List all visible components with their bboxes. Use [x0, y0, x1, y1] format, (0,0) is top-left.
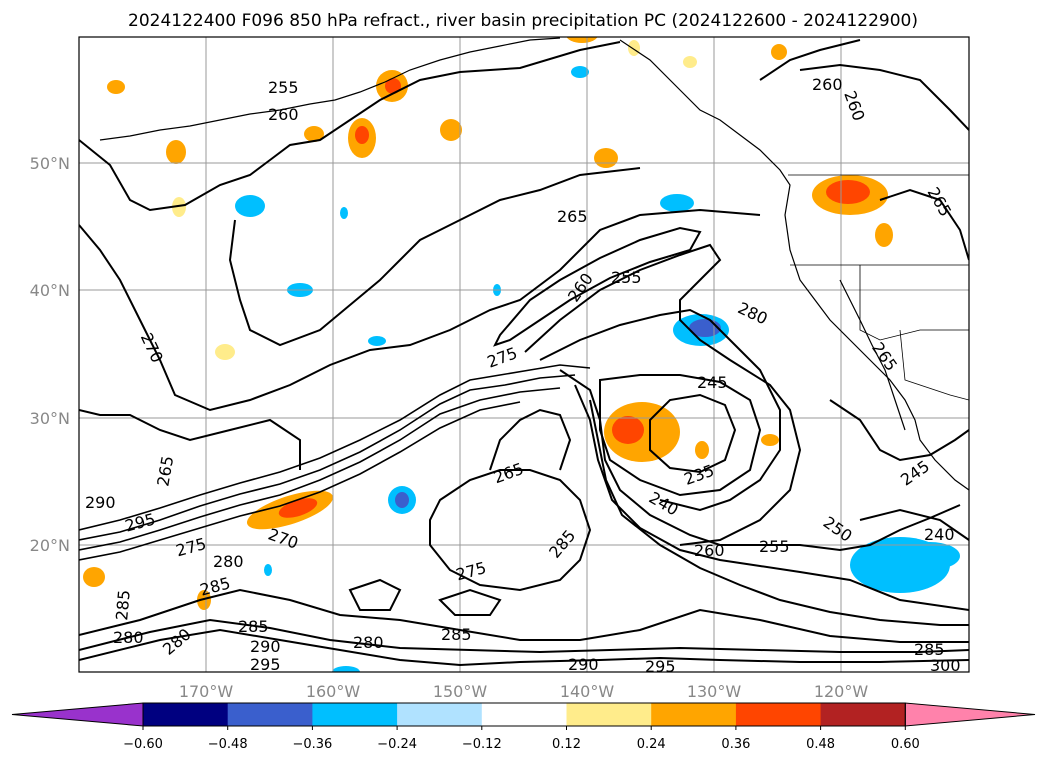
colorbar-segment	[904, 702, 1036, 727]
map-frame	[78, 36, 970, 673]
longitude-labels: 170°W 160°W 150°W 140°W 130°W 120°W	[179, 682, 869, 701]
lon-label: 170°W	[179, 682, 234, 701]
coastlines	[99, 37, 969, 491]
colorbar-tick-label: 0.12	[552, 737, 581, 752]
colorbar-tick-label: −0.24	[377, 737, 417, 752]
contour-label: 260	[812, 75, 843, 94]
contour-label: 245	[697, 373, 728, 392]
contour-label: 300	[930, 656, 961, 675]
colorbar-frame	[142, 702, 906, 727]
colorbar-segment	[566, 703, 652, 726]
contour-label: 285	[914, 640, 945, 659]
contour-label: 255	[268, 78, 299, 97]
figure-title: 2024122400 F096 850 hPa refract., river …	[128, 11, 918, 31]
lat-label: 30°N	[30, 409, 70, 428]
colorbar-tick-label: −0.12	[462, 737, 502, 752]
colorbar-segment	[735, 703, 822, 726]
colorbar-segment	[397, 703, 483, 726]
map-area: 255 260 260 260 265 265 270 260 255 280 …	[79, 37, 969, 676]
lon-label: 140°W	[560, 682, 615, 701]
colorbar-tick-label: −0.36	[292, 737, 332, 752]
contour-label: 285	[441, 625, 472, 644]
colorbar-tick-label: 0.60	[891, 737, 920, 752]
lat-label: 40°N	[30, 281, 70, 300]
colorbar-segment	[312, 703, 398, 726]
contour-label: 285	[112, 589, 134, 621]
contour-label: 240	[924, 525, 955, 544]
contour-label: 255	[759, 537, 790, 556]
colorbar-segment	[651, 703, 737, 726]
contour-label: 290	[85, 493, 116, 512]
colorbar-segment	[11, 702, 144, 727]
colorbar-tick-label: 0.48	[806, 737, 835, 752]
colorbar: −0.60 −0.48 −0.36 −0.24 −0.12 0.12 0.24 0.36 0.4…	[11, 702, 1036, 752]
borders	[788, 174, 969, 401]
colorbar-tick-label: −0.48	[208, 737, 248, 752]
contour-label: 260	[694, 541, 725, 560]
contour-label: 295	[645, 657, 676, 676]
colorbar-segment	[481, 703, 567, 726]
contours	[79, 39, 969, 667]
contour-label: 285	[238, 617, 269, 636]
lon-label: 120°W	[814, 682, 869, 701]
precip-patches	[83, 37, 960, 672]
colorbar-segment	[227, 703, 313, 726]
contour-label: 290	[568, 655, 599, 674]
lon-label: 160°W	[306, 682, 361, 701]
contour-label: 295	[250, 655, 281, 674]
contour-label: 255	[611, 268, 642, 287]
lat-label: 20°N	[30, 536, 70, 555]
contour-label: 265	[557, 207, 588, 226]
contour-label: 280	[113, 628, 144, 647]
contour-label: 290	[250, 637, 281, 656]
latitude-labels: 50°N 40°N 30°N 20°N	[30, 154, 70, 555]
colorbar-segment	[143, 703, 229, 726]
contour-label: 280	[213, 552, 244, 571]
colorbar-tick-label: 0.36	[721, 737, 750, 752]
colorbar-tick-label: −0.60	[123, 737, 163, 752]
colorbar-segment	[820, 703, 906, 726]
contour-label: 280	[353, 633, 384, 652]
colorbar-tick-label: 0.24	[637, 737, 666, 752]
lon-label: 130°W	[687, 682, 742, 701]
lat-label: 50°N	[30, 154, 70, 173]
contour-label: 260	[268, 105, 299, 124]
lon-label: 150°W	[433, 682, 488, 701]
